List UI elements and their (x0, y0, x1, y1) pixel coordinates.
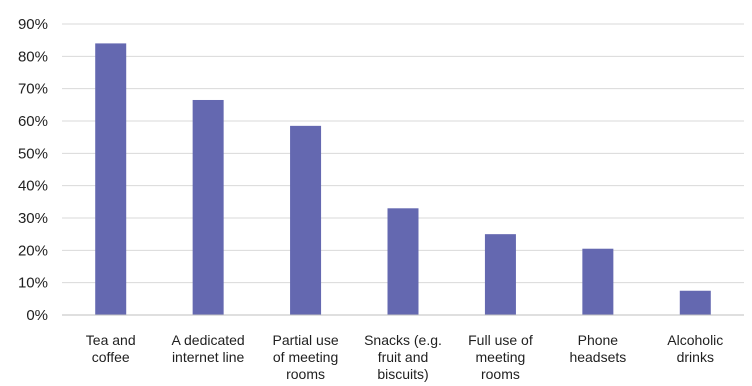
bar (679, 290, 711, 315)
x-category-label: A dedicated internet line (172, 332, 245, 365)
x-category-label-line: coffee (92, 349, 130, 365)
y-tick-label: 80% (18, 48, 48, 65)
bar (290, 125, 322, 315)
x-category-label-line: Tea and (86, 332, 136, 348)
x-category-label-line: rooms (481, 366, 520, 382)
x-category-label-line: Snacks (e.g. (364, 332, 442, 348)
bar (192, 99, 224, 315)
x-category-label: Alcoholic drinks (667, 332, 723, 365)
x-category-label-line: biscuits) (377, 366, 428, 382)
x-category-label-line: Phone (578, 332, 619, 348)
x-category-label-line: Full use of (468, 332, 533, 348)
x-category-label: Phone headsets (569, 332, 626, 365)
x-category-label-line: fruit and (378, 349, 429, 365)
x-axis-category-labels: Tea and coffee A dedicated internet line Par… (86, 332, 724, 382)
x-category-label-line: Partial use (272, 332, 338, 348)
y-tick-label: 10% (18, 275, 48, 292)
x-category-label-line: Alcoholic (667, 332, 723, 348)
x-category-label-line: headsets (569, 349, 626, 365)
bar (95, 43, 127, 316)
x-category-label: Tea and coffee (86, 332, 136, 365)
x-category-label: Partial use of meeting rooms (272, 332, 338, 382)
y-tick-label: 70% (18, 81, 48, 98)
bar (387, 208, 419, 315)
y-tick-label: 30% (18, 210, 48, 227)
y-axis-tick-labels: 0% 10% 20% 30% 40% 50% 60% 70% 80% 90% (18, 16, 48, 324)
y-tick-label: 0% (26, 307, 48, 324)
bars (95, 43, 711, 316)
gridlines (62, 23, 744, 284)
x-category-label-line: internet line (172, 349, 245, 365)
y-tick-label: 60% (18, 113, 48, 130)
x-category-label-line: A dedicated (172, 332, 245, 348)
bar (484, 234, 516, 315)
x-category-label-line: drinks (677, 349, 714, 365)
x-category-label-line: of meeting (273, 349, 338, 365)
x-category-label-line: meeting (476, 349, 526, 365)
y-tick-label: 90% (18, 16, 48, 33)
x-category-label-line: rooms (286, 366, 325, 382)
x-category-label: Full use of meeting rooms (468, 332, 533, 382)
y-tick-label: 20% (18, 242, 48, 259)
y-tick-label: 50% (18, 145, 48, 162)
y-tick-label: 40% (18, 178, 48, 195)
bar (582, 248, 614, 315)
x-category-label: Snacks (e.g. fruit and biscuits) (364, 332, 442, 382)
